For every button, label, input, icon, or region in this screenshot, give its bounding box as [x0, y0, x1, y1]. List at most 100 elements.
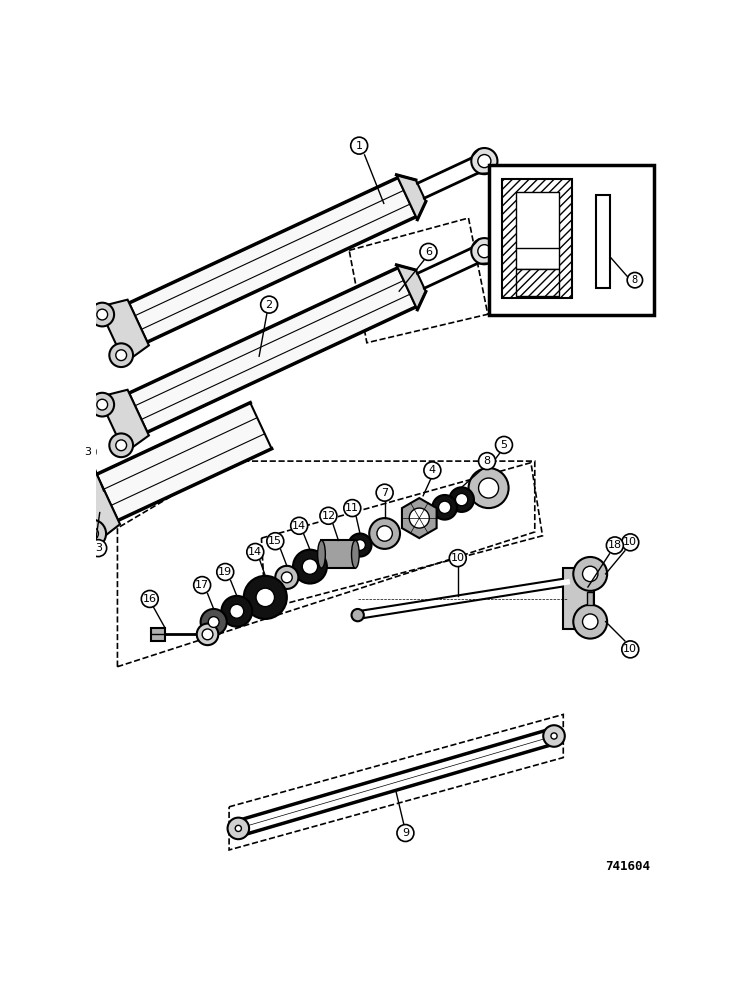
Circle shape [606, 537, 623, 554]
Circle shape [369, 518, 400, 549]
Circle shape [348, 533, 371, 557]
Circle shape [90, 393, 114, 417]
Circle shape [302, 559, 317, 574]
Bar [322, 540, 356, 568]
Polygon shape [402, 498, 437, 538]
Circle shape [432, 495, 457, 520]
Circle shape [109, 433, 133, 457]
Circle shape [583, 566, 598, 582]
Text: 10: 10 [623, 644, 637, 654]
Circle shape [350, 137, 368, 154]
Polygon shape [396, 175, 426, 220]
Circle shape [230, 604, 244, 618]
Text: 12: 12 [321, 511, 335, 521]
Circle shape [622, 641, 638, 658]
Circle shape [281, 572, 293, 583]
Text: 3: 3 [95, 543, 102, 553]
Circle shape [244, 576, 287, 619]
Bar [151, 628, 165, 641]
Polygon shape [129, 178, 416, 342]
Bar [517, 192, 559, 269]
Circle shape [344, 500, 361, 517]
Circle shape [573, 605, 607, 639]
Circle shape [89, 540, 107, 557]
Circle shape [468, 468, 508, 508]
Text: 6: 6 [425, 247, 432, 257]
Text: 5: 5 [501, 440, 508, 450]
Circle shape [449, 487, 474, 512]
Circle shape [293, 550, 327, 584]
Circle shape [420, 243, 437, 260]
Circle shape [583, 614, 598, 629]
Text: 10: 10 [450, 553, 465, 563]
Circle shape [291, 517, 308, 534]
Ellipse shape [317, 540, 326, 568]
Text: 10: 10 [623, 537, 637, 547]
Circle shape [256, 588, 274, 607]
Circle shape [320, 507, 337, 524]
Bar [587, 592, 593, 605]
Bar [596, 195, 610, 288]
Circle shape [438, 501, 451, 513]
Circle shape [496, 436, 512, 453]
Circle shape [97, 309, 108, 320]
Text: 7: 7 [381, 488, 388, 498]
Circle shape [478, 453, 496, 470]
Circle shape [622, 534, 638, 551]
Circle shape [551, 733, 557, 739]
Text: 14: 14 [248, 547, 262, 557]
Circle shape [78, 520, 106, 548]
Circle shape [228, 818, 249, 839]
Text: 9: 9 [402, 828, 409, 838]
Circle shape [56, 472, 83, 500]
Circle shape [351, 609, 364, 621]
Circle shape [543, 725, 565, 747]
Circle shape [478, 245, 491, 258]
Text: 8: 8 [484, 456, 490, 466]
Polygon shape [129, 268, 416, 432]
Text: 19: 19 [218, 567, 232, 577]
Text: 17: 17 [195, 580, 209, 590]
Circle shape [63, 479, 76, 492]
Bar [502, 179, 572, 298]
Circle shape [86, 527, 99, 540]
Circle shape [197, 624, 218, 645]
Circle shape [478, 155, 491, 168]
Polygon shape [396, 265, 426, 310]
Circle shape [478, 478, 499, 498]
Polygon shape [65, 470, 120, 543]
Circle shape [109, 343, 133, 367]
Circle shape [627, 272, 642, 288]
Circle shape [424, 462, 441, 479]
Circle shape [79, 443, 96, 460]
Text: 1: 1 [356, 141, 362, 151]
Circle shape [275, 566, 299, 589]
Circle shape [141, 590, 158, 607]
Circle shape [267, 533, 284, 550]
Circle shape [97, 399, 108, 410]
Circle shape [202, 629, 213, 640]
Circle shape [194, 577, 211, 594]
Text: 2: 2 [265, 300, 273, 310]
Circle shape [247, 544, 264, 560]
Circle shape [472, 148, 498, 174]
Circle shape [472, 238, 498, 264]
Polygon shape [99, 300, 149, 363]
Text: 18: 18 [608, 540, 622, 550]
Text: 14: 14 [292, 521, 306, 531]
Text: 3: 3 [84, 447, 91, 457]
Text: 8: 8 [632, 275, 638, 285]
Circle shape [90, 303, 114, 326]
Circle shape [208, 617, 219, 627]
Text: 15: 15 [268, 536, 282, 546]
Circle shape [116, 350, 126, 361]
Text: 741604: 741604 [605, 860, 650, 873]
Circle shape [376, 484, 393, 501]
Circle shape [573, 557, 607, 591]
Circle shape [217, 564, 234, 580]
Polygon shape [97, 403, 271, 520]
Circle shape [235, 825, 241, 831]
Text: 16: 16 [143, 594, 156, 604]
Ellipse shape [351, 540, 359, 568]
Circle shape [397, 825, 414, 841]
